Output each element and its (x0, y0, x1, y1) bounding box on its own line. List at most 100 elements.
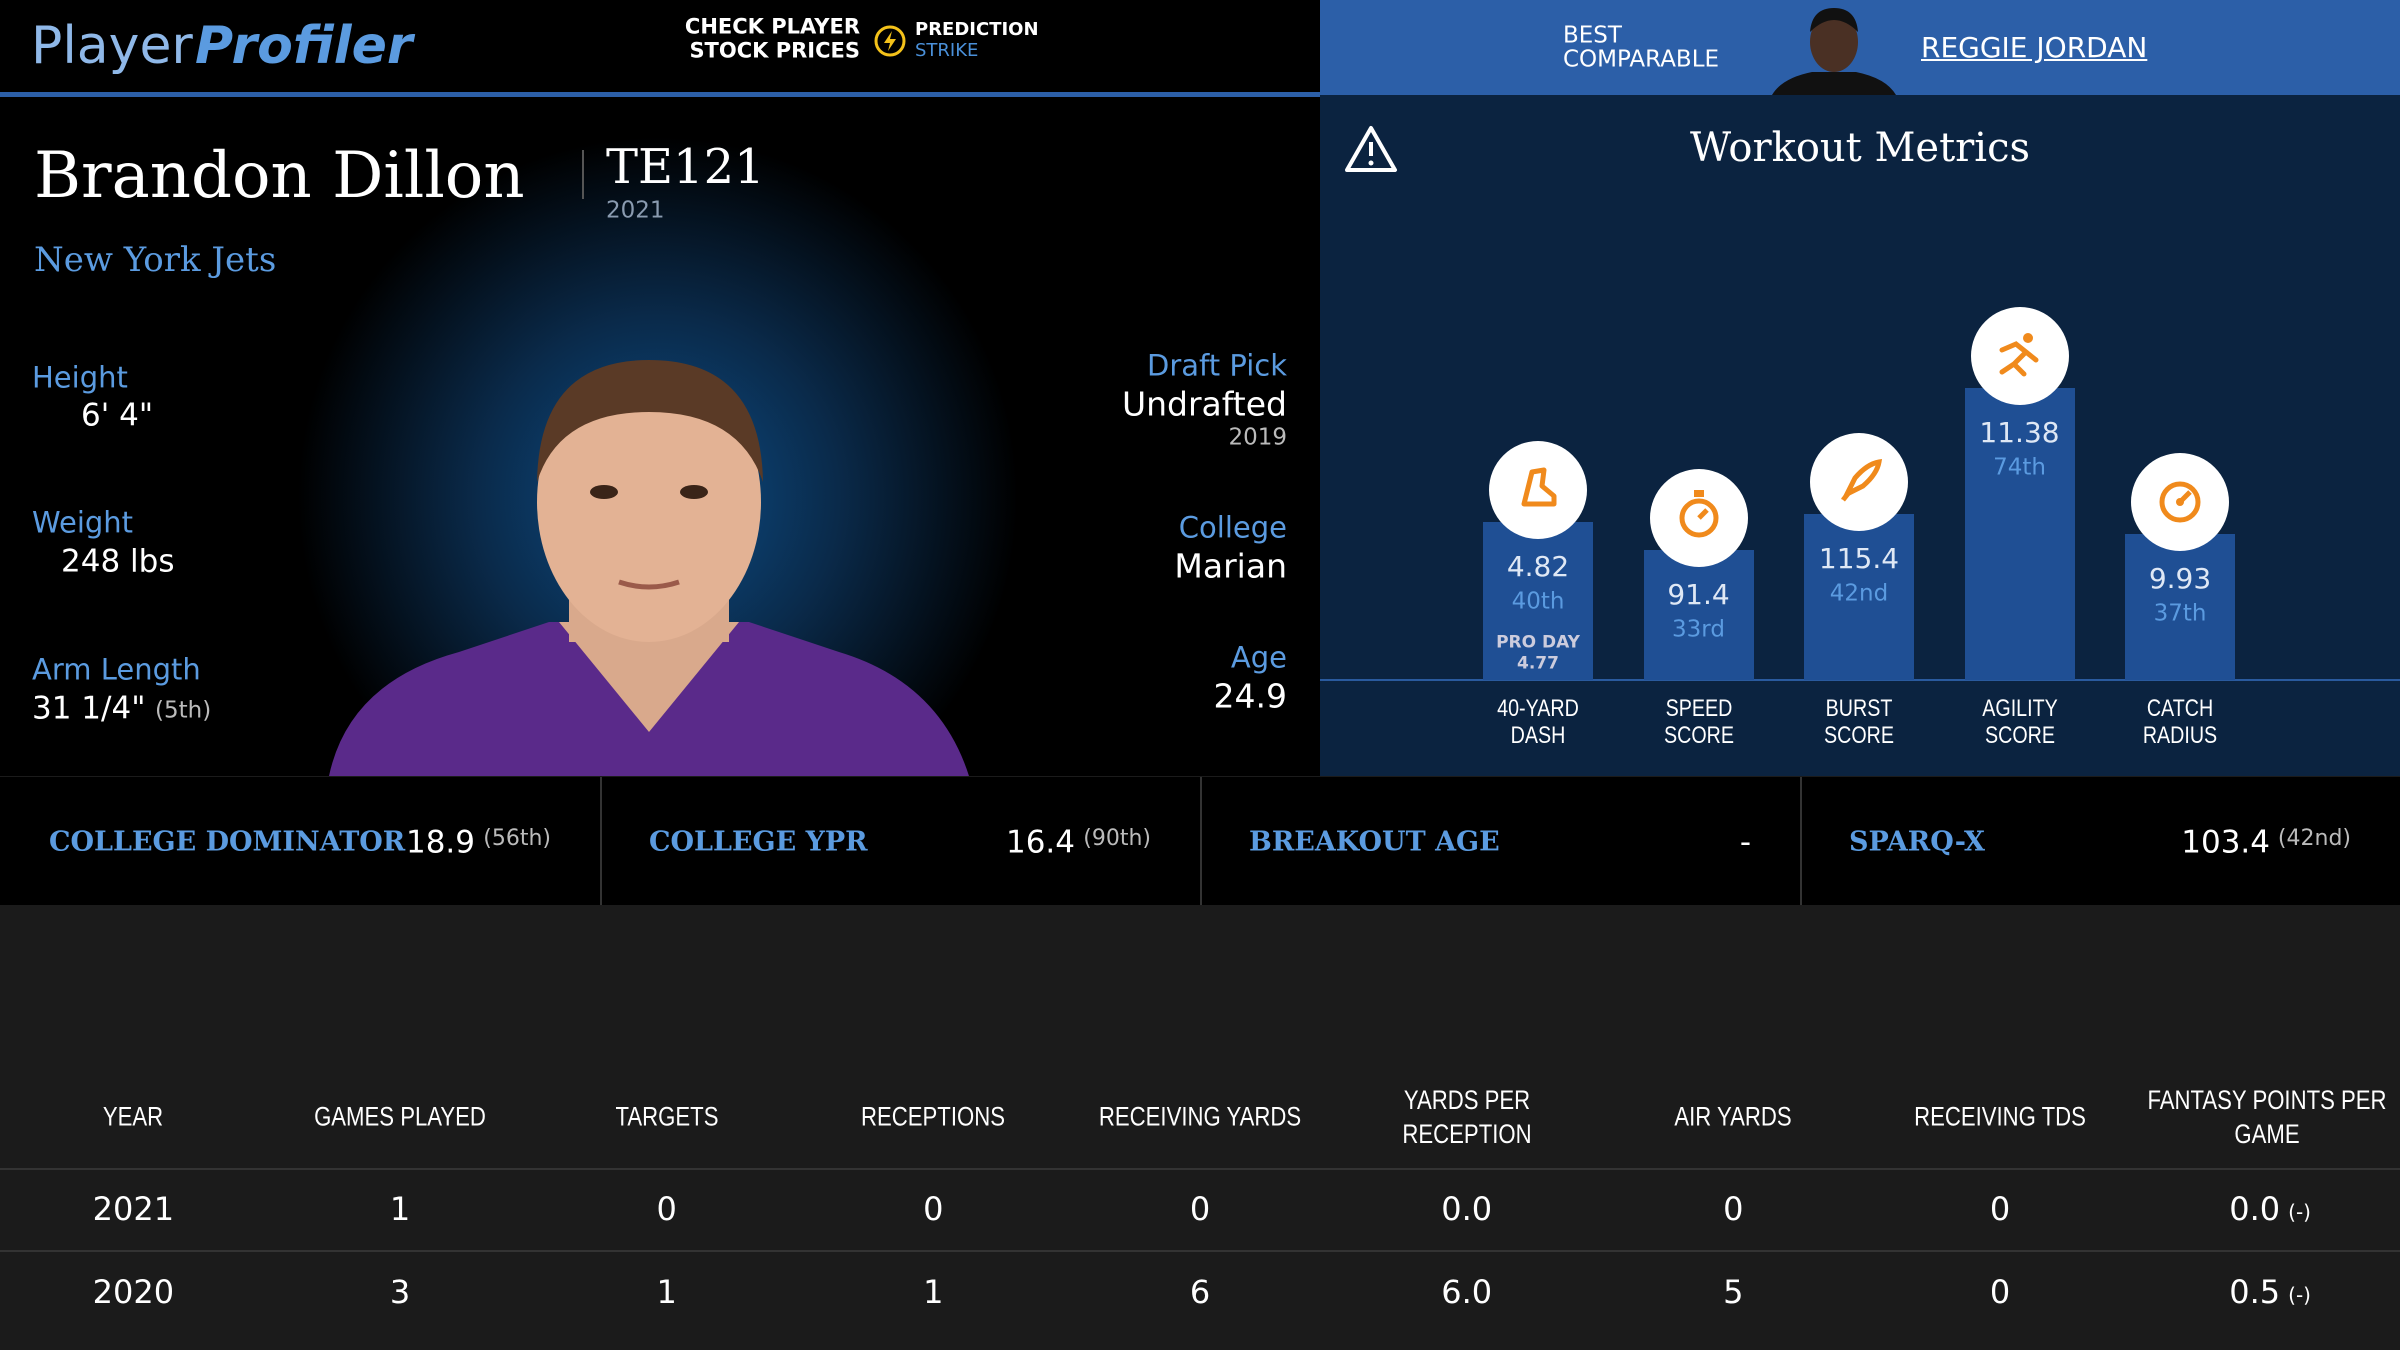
metric-name: BURST (1825, 695, 1893, 722)
bio-label: Age (1230, 640, 1287, 675)
metric-icon (1489, 441, 1587, 539)
table-cell: 3 (389, 1273, 411, 1311)
metric-name: DASH (1510, 722, 1566, 749)
table-header: AIR YARDS (1674, 1101, 1792, 1132)
player-name: Brandon Dillon (34, 139, 525, 213)
table-cell: 0.5 (2229, 1273, 2281, 1311)
metric-bar (1483, 522, 1593, 680)
top-bar (0, 0, 1320, 97)
promo-line[interactable]: STOCK PRICES (689, 38, 860, 63)
comparable-name[interactable]: REGGIE JORDAN (1921, 31, 2148, 64)
stat-label: SPARQ-X (1849, 826, 1985, 858)
metric-value: 115.4 (1818, 542, 1900, 576)
bio-value: Undrafted (1121, 384, 1287, 424)
name-divider (582, 150, 584, 199)
table-cell: 5 (1723, 1273, 1744, 1311)
metric-bar (2125, 533, 2235, 680)
table-cell: 6.0 (1441, 1273, 1493, 1311)
metric-icon (1649, 468, 1748, 567)
workout-title: Workout Metrics (1689, 125, 2031, 171)
promo-line[interactable]: CHECK PLAYER (684, 14, 860, 39)
metric-extra-label: PRO DAY (1496, 632, 1580, 653)
comparable-photo (1772, 8, 1896, 95)
bio-note: 2019 (1228, 424, 1287, 451)
draft-year: 2021 (606, 197, 665, 224)
metric-name: SCORE (1984, 722, 2055, 749)
metric-rank: 40th (1511, 588, 1565, 615)
table-cell: 0.0 (2229, 1190, 2281, 1228)
table-cell: 2021 (92, 1190, 175, 1228)
comparable-label: BEST (1563, 22, 1622, 49)
table-cell: 1 (656, 1273, 677, 1311)
table-note: (-) (2288, 1200, 2311, 1224)
table-cell: 0 (1189, 1190, 1211, 1228)
metric-name: SCORE (1824, 722, 1894, 749)
player-photo (329, 360, 969, 776)
logo-profiler[interactable]: Profiler (195, 16, 413, 76)
warning-icon[interactable] (1344, 124, 1398, 174)
table-cell: 0 (1989, 1273, 2011, 1311)
stat-value: 18.9 (405, 824, 475, 861)
table-note: (-) (2288, 1283, 2311, 1307)
bio-label: Weight (32, 505, 134, 540)
metric-bar (1804, 514, 1914, 680)
logo-player[interactable]: Player (31, 16, 193, 76)
team: New York Jets (34, 240, 277, 280)
bio-label: Arm Length (32, 652, 201, 687)
table-header: YARDS PER RECEPTION (1402, 1085, 1532, 1149)
metric-name: AGILITY (1981, 695, 2058, 722)
metric-bar (1643, 549, 1754, 680)
stat-label: COLLEGE DOMINATOR (49, 826, 406, 858)
lightning-icon (874, 25, 906, 57)
table-cell: 1 (389, 1190, 411, 1228)
bio-value: 24.9 (1213, 676, 1287, 716)
bio-label: College (1178, 510, 1287, 545)
bio-note: (5th) (155, 697, 212, 724)
promo-brand[interactable]: PREDICTION (915, 19, 1039, 40)
stat-rank: (90th) (1083, 826, 1151, 851)
stats-divider (600, 777, 602, 905)
stats-divider (1800, 777, 1802, 905)
table-header: GAMES PLAYED (314, 1101, 486, 1132)
bio-value: 31 1/4" (32, 690, 146, 727)
metric-bar (1964, 387, 2075, 680)
stat-label: BREAKOUT AGE (1249, 826, 1500, 858)
bio-value: Marian (1174, 546, 1287, 586)
table-header: RECEIVING TDS (1914, 1101, 2086, 1132)
stat-value: 103.4 (2181, 824, 2270, 861)
stat-rank: (42nd) (2277, 826, 2351, 851)
table-cell: 2020 (92, 1273, 175, 1311)
metric-value: 91.4 (1667, 577, 1730, 611)
bio-label: Height (32, 360, 128, 395)
stats-divider (1200, 777, 1202, 905)
stat-value: - (1739, 824, 1751, 861)
metric-icon (2131, 452, 2229, 551)
bio-value: 6' 4" (81, 397, 154, 434)
table-cell: 0 (1723, 1190, 1744, 1228)
metric-name: 40-YARD (1497, 695, 1579, 722)
table-header: TARGETS (615, 1101, 719, 1132)
position-rank: TE121 (606, 139, 765, 195)
metric-rank: 42nd (1829, 580, 1889, 607)
metric-value: 9.93 (2148, 561, 2212, 595)
stat-value: 16.4 (1005, 824, 1075, 861)
table-header: YEAR (103, 1101, 164, 1132)
stat-rank: (56th) (483, 826, 551, 851)
bio-label: Draft Pick (1147, 348, 1287, 383)
table-cell: 1 (923, 1273, 944, 1311)
metric-icon (1970, 306, 2069, 405)
metric-rank: 37th (2153, 600, 2207, 627)
promo-sub[interactable]: STRIKE (915, 40, 979, 61)
row-divider (0, 1168, 2400, 1170)
table-header: RECEPTIONS (861, 1101, 1006, 1132)
row-divider (0, 1250, 2400, 1252)
metric-name: SPEED (1665, 695, 1732, 722)
table-cell: 0 (923, 1190, 944, 1228)
table-cell: 0 (1989, 1190, 2011, 1228)
metric-value: 11.38 (1979, 415, 2060, 449)
metric-extra-value: 4.77 (1517, 653, 1559, 674)
table-cell: 0.0 (1441, 1190, 1493, 1228)
baseline (1320, 679, 2400, 681)
metric-value: 4.82 (1506, 550, 1570, 583)
